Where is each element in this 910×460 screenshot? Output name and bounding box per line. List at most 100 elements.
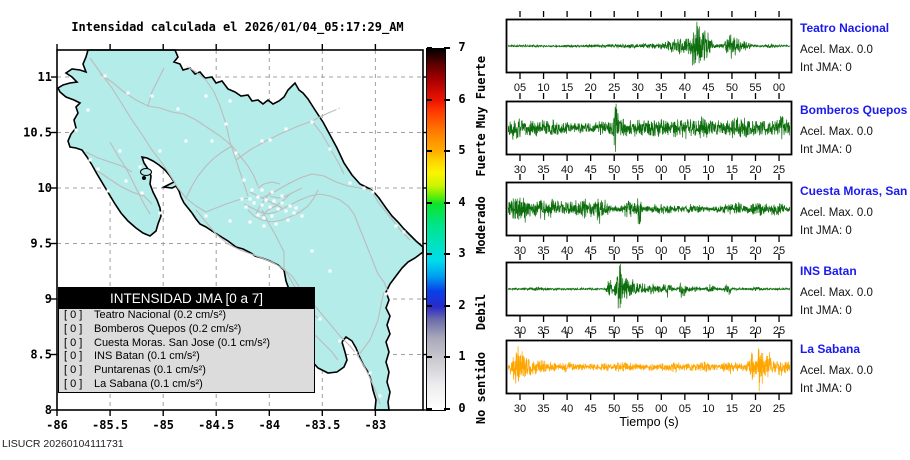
station-marker bbox=[118, 149, 122, 153]
time-tick-label: 45 bbox=[585, 245, 597, 257]
time-tick-label: 25 bbox=[773, 325, 785, 337]
colorbar-tick bbox=[444, 150, 450, 153]
legend-station-label: Bomberos Quepos (0.2 cm/s²) bbox=[94, 322, 242, 335]
time-tick-label: 15 bbox=[726, 403, 738, 415]
station-marker bbox=[328, 147, 332, 151]
station-marker bbox=[106, 189, 110, 193]
station-marker bbox=[384, 292, 388, 296]
station-marker bbox=[210, 139, 214, 143]
legend-item: [ 0 ] INS Batan (0.1 cm/s²) bbox=[59, 350, 314, 364]
seismogram-frame bbox=[505, 18, 793, 74]
time-tick-label: 00 bbox=[773, 82, 785, 94]
legend-station-label: La Sabana (0.1 cm/s²) bbox=[94, 377, 203, 390]
x-tick-label: -84.5 bbox=[198, 418, 234, 432]
colorbar-tick-label: 0 bbox=[458, 401, 466, 415]
station-int-jma: Int JMA: 0 bbox=[800, 305, 852, 317]
station-marker bbox=[284, 127, 288, 131]
time-tick-label: 25 bbox=[773, 245, 785, 257]
station-marker bbox=[158, 149, 162, 153]
time-tick-label: 15 bbox=[726, 245, 738, 257]
time-tick-label: 10 bbox=[537, 82, 549, 94]
waveform-trace bbox=[508, 346, 790, 392]
station-marker bbox=[402, 230, 406, 234]
y-tick-label: 9.5 bbox=[30, 237, 52, 251]
colorbar-tick bbox=[444, 98, 450, 101]
station-marker bbox=[378, 394, 382, 398]
station-acel-max: Acel. Max. 0.0 bbox=[800, 126, 873, 138]
time-tick-label: 05 bbox=[679, 325, 691, 337]
colorbar-category-label: Debil bbox=[474, 293, 488, 331]
station-marker bbox=[248, 197, 252, 201]
station-marker bbox=[86, 108, 90, 112]
station-marker bbox=[286, 218, 290, 222]
intensity-colorbar bbox=[426, 48, 446, 411]
station-marker bbox=[158, 211, 162, 215]
time-tick-label: 55 bbox=[632, 325, 644, 337]
road bbox=[257, 181, 281, 189]
waveform-trace bbox=[508, 197, 790, 225]
time-tick-label: 20 bbox=[749, 325, 761, 337]
station-marker bbox=[74, 128, 78, 132]
y-tick-label: 9 bbox=[45, 292, 52, 306]
legend-intensity-value: [ 0 ] bbox=[64, 364, 83, 377]
road bbox=[85, 151, 133, 173]
station-marker bbox=[274, 222, 278, 226]
road bbox=[195, 209, 283, 269]
station-marker bbox=[336, 108, 340, 112]
colorbar-tick bbox=[444, 47, 450, 49]
station-marker bbox=[260, 203, 264, 207]
colorbar-tick bbox=[427, 150, 432, 153]
time-tick-label: 05 bbox=[679, 245, 691, 257]
station-marker bbox=[264, 198, 268, 202]
station-marker bbox=[362, 186, 366, 190]
time-tick-label: 10 bbox=[702, 245, 714, 257]
time-tick-label: 05 bbox=[679, 403, 691, 415]
road bbox=[377, 273, 389, 293]
station-marker bbox=[124, 179, 128, 183]
time-tick-label: 55 bbox=[632, 164, 644, 176]
seismogram-la-sabana: 30 35 40 45 50 55 00 05 10 15 20 25 bbox=[505, 332, 793, 415]
y-tick-label: 10.5 bbox=[23, 126, 52, 140]
y-tick-label: 8.5 bbox=[30, 348, 52, 362]
road bbox=[185, 145, 233, 199]
station-int-jma: Int JMA: 0 bbox=[800, 225, 852, 237]
colorbar-category-label: Muy Fuerte bbox=[474, 55, 488, 129]
road bbox=[95, 169, 153, 205]
time-tick-label: 55 bbox=[632, 403, 644, 415]
seismogram-frame bbox=[505, 181, 793, 237]
time-tick-label: 35 bbox=[537, 245, 549, 257]
time-tick-label: 15 bbox=[726, 164, 738, 176]
time-tick-label: 50 bbox=[608, 245, 620, 257]
x-tick-label: -83.5 bbox=[304, 418, 340, 432]
time-tick-label: 15 bbox=[726, 325, 738, 337]
x-tick-label: -84 bbox=[258, 418, 280, 432]
road bbox=[261, 193, 291, 217]
colorbar-tick bbox=[427, 304, 432, 307]
station-acel-max: Acel. Max. 0.0 bbox=[800, 365, 873, 377]
road bbox=[99, 73, 185, 115]
time-tick-label: 00 bbox=[655, 164, 667, 176]
station-marker bbox=[138, 165, 142, 169]
station-marker bbox=[250, 188, 254, 192]
epicenter-dot bbox=[142, 176, 146, 180]
time-tick-label: 10 bbox=[702, 403, 714, 415]
road bbox=[255, 189, 273, 215]
station-marker bbox=[272, 199, 276, 203]
x-tick-label: -85.5 bbox=[92, 418, 128, 432]
station-marker bbox=[354, 351, 358, 355]
time-tick-label: 50 bbox=[608, 325, 620, 337]
y-tick-label: 8 bbox=[45, 403, 52, 417]
time-tick-label: 05 bbox=[514, 82, 526, 94]
road bbox=[147, 67, 165, 107]
colorbar-tick-label: 1 bbox=[458, 349, 466, 364]
time-tick-label: 25 bbox=[608, 82, 620, 94]
station-marker bbox=[224, 122, 228, 126]
y-tick-label: 10 bbox=[38, 181, 52, 195]
station-marker bbox=[228, 99, 232, 103]
station-marker bbox=[260, 188, 264, 192]
time-tick-label: 35 bbox=[537, 164, 549, 176]
station-acel-max: Acel. Max. 0.0 bbox=[800, 207, 873, 219]
time-tick-label: 25 bbox=[773, 403, 785, 415]
seismogram-teatro-nacional: 05 10 15 20 25 30 35 40 45 50 55 00 bbox=[505, 11, 793, 94]
